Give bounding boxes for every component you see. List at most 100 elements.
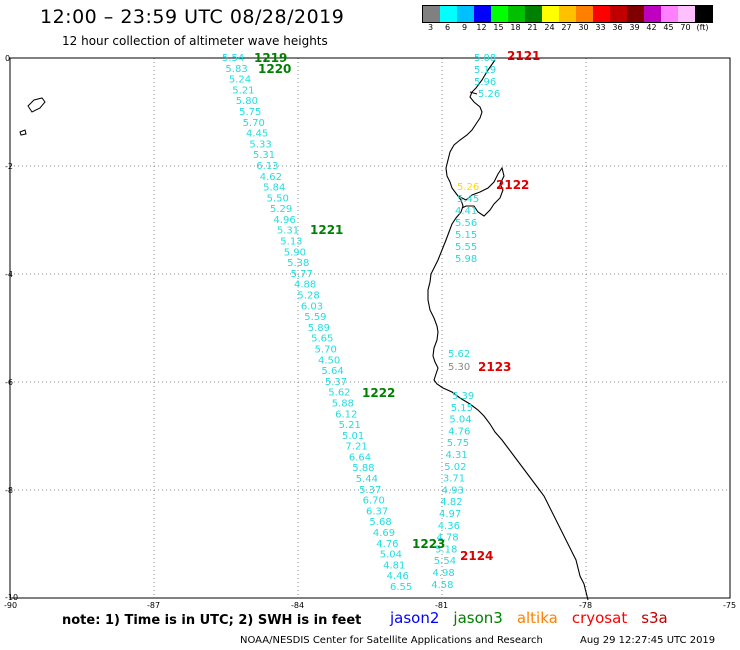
legend-swatch <box>508 6 525 22</box>
wave-height-value: 4.36 <box>438 521 460 532</box>
lon-tick-label: -81 <box>435 601 448 610</box>
map-grid <box>10 58 730 598</box>
track-id-label: 1221 <box>310 223 343 237</box>
lat-tick-label: -10 <box>5 593 18 602</box>
legend-swatch <box>457 6 474 22</box>
wave-height-value: 5.55 <box>455 242 477 253</box>
wave-height-value: 4.45 <box>246 129 268 140</box>
legend-swatch <box>440 6 457 22</box>
wave-height-value: 5.21 <box>339 420 361 431</box>
wave-height-value: 6.70 <box>363 496 385 507</box>
wave-height-value: 5.37 <box>359 485 381 496</box>
color-legend <box>422 5 713 23</box>
wave-height-value: 5.62 <box>328 388 350 399</box>
legend-label: 70 <box>680 23 691 32</box>
wave-height-value: 5.33 <box>249 139 271 150</box>
legend-label: 15 <box>493 23 504 32</box>
galapagos-island <box>27 97 46 113</box>
credit-line: NOAA/NESDIS Center for Satellite Applica… <box>240 635 543 646</box>
track-id-label: 1223 <box>412 537 445 551</box>
lat-tick-label: 0 <box>5 54 10 63</box>
map-subtitle: 12 hour collection of altimeter wave hei… <box>62 34 328 48</box>
galapagos-islet <box>19 129 27 136</box>
lat-tick-label: -4 <box>5 270 13 279</box>
wave-height-value: 4.76 <box>376 539 398 550</box>
legend-label: 39 <box>629 23 640 32</box>
wave-height-value: 6.64 <box>349 452 371 463</box>
wave-height-value: 5.84 <box>263 183 285 194</box>
wave-height-value: 5.96 <box>474 77 496 88</box>
wave-height-value: 5.39 <box>452 391 474 402</box>
wave-height-value: 5.80 <box>236 96 258 107</box>
map-title: 12:00 – 23:59 UTC 08/28/2019 <box>40 6 345 28</box>
legend-swatch <box>644 6 661 22</box>
lon-tick-label: -87 <box>147 601 160 610</box>
wave-height-value: 5.02 <box>444 462 466 473</box>
wave-height-value: 5.29 <box>270 204 292 215</box>
legend-label: 36 <box>612 23 623 32</box>
legend-label: 27 <box>561 23 572 32</box>
generated-timestamp: Aug 29 12:27:45 UTC 2019 <box>580 635 716 646</box>
track-id-label: 2121 <box>507 49 540 63</box>
wave-height-value: 4.41 <box>455 206 477 217</box>
wave-height-value: 5.18 <box>435 544 457 555</box>
wave-height-value: 6.37 <box>366 506 388 517</box>
track-id-label: 1222 <box>362 386 395 400</box>
wave-height-value: 5.88 <box>332 398 354 409</box>
track-id-label: 1220 <box>258 62 291 76</box>
wave-height-value: 5.50 <box>267 193 289 204</box>
wave-height-value: 5.64 <box>321 366 343 377</box>
legend-swatch <box>559 6 576 22</box>
legend-label: 12 <box>476 23 487 32</box>
wave-height-value: 5.13 <box>280 237 302 248</box>
wave-height-value: 5.54 <box>434 556 456 567</box>
lon-tick-label: -90 <box>4 601 17 610</box>
lon-tick-label: -78 <box>579 601 592 610</box>
legend-label: 45 <box>663 23 674 32</box>
satellite-s3a: s3a <box>641 609 668 627</box>
legend-swatch <box>661 6 678 22</box>
wave-height-value: 5.65 <box>311 334 333 345</box>
wave-height-value: 4.81 <box>383 560 405 571</box>
wave-height-value: 5.30 <box>448 362 470 373</box>
wave-height-value: 4.88 <box>294 280 316 291</box>
wave-height-value: 5.62 <box>448 349 470 360</box>
wave-height-value: 4.69 <box>373 528 395 539</box>
lon-tick-label: -84 <box>291 601 304 610</box>
legend-label: 30 <box>578 23 589 32</box>
wave-height-value: 5.98 <box>455 254 477 265</box>
wave-height-value: 5.24 <box>229 75 251 86</box>
legend-label: 21 <box>527 23 538 32</box>
satellite-altika: altika <box>516 609 558 627</box>
coastline <box>427 59 589 601</box>
legend-swatch <box>678 6 695 22</box>
wave-height-value: 6.12 <box>335 409 357 420</box>
legend-label: 3 <box>427 23 434 32</box>
legend-swatch <box>576 6 593 22</box>
wave-height-value: 5.19 <box>474 65 496 76</box>
wave-height-value: 5.89 <box>308 323 330 334</box>
wave-height-value: 5.04 <box>380 550 402 561</box>
legend-swatch <box>593 6 610 22</box>
wave-height-value: 4.78 <box>436 533 458 544</box>
wave-height-value: 3.71 <box>443 474 465 485</box>
wave-height-value: 5.56 <box>455 218 477 229</box>
wave-height-value: 6.03 <box>301 301 323 312</box>
wave-height-value: 4.31 <box>446 450 468 461</box>
wave-height-value: 5.68 <box>369 517 391 528</box>
wave-height-value: 4.93 <box>442 485 464 496</box>
satellite-legend: jason2 jason3 altika cryosat s3a <box>390 609 682 627</box>
footnote: note: 1) Time is in UTC; 2) SWH is in fe… <box>62 613 362 628</box>
coastline-inlet <box>457 91 505 217</box>
wave-height-value: 5.88 <box>352 463 374 474</box>
wave-height-value: 5.31 <box>253 150 275 161</box>
wave-height-value: 5.54 <box>222 53 244 64</box>
wave-height-value: 5.90 <box>284 247 306 258</box>
wave-height-value: 5.31 <box>277 226 299 237</box>
wave-height-map: 0-2-4-6-8-10-90 -87 -84 -81 -78 -755.545.835.… <box>4 49 736 610</box>
wave-height-value: 4.58 <box>431 580 453 591</box>
wave-height-value: 5.70 <box>243 118 265 129</box>
wave-height-value: 4.76 <box>448 426 470 437</box>
legend-swatch <box>491 6 508 22</box>
lat-tick-label: -6 <box>5 378 13 387</box>
